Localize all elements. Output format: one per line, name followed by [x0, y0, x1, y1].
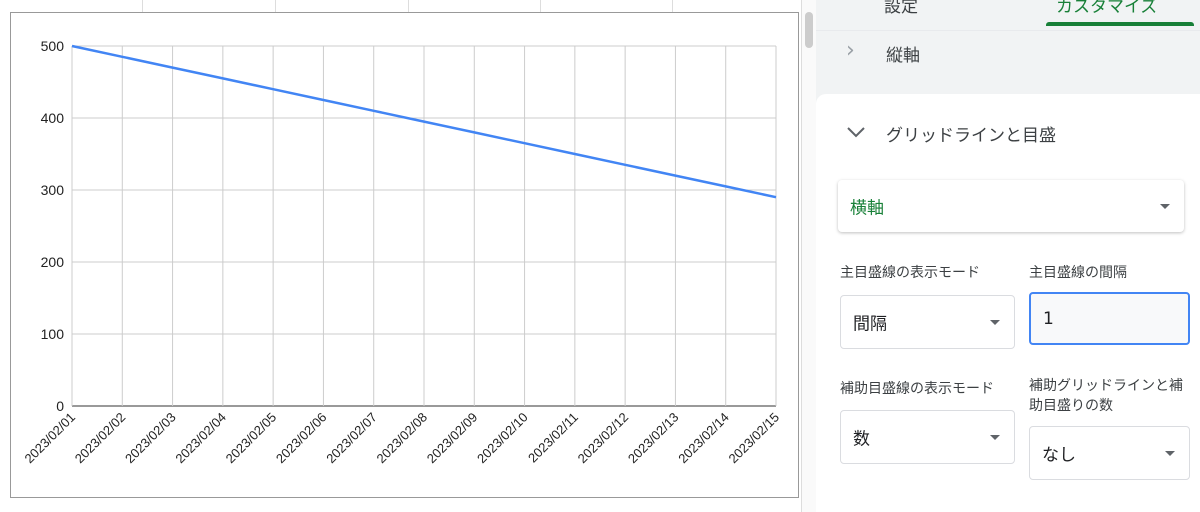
major-interval-value: 1 — [1043, 308, 1054, 329]
vertical-scrollbar[interactable] — [801, 0, 816, 512]
dropdown-arrow-icon — [1160, 204, 1170, 209]
column-divider — [275, 0, 276, 12]
major-mode-label: 主目盛線の表示モード — [840, 265, 980, 281]
dropdown-arrow-icon — [1165, 451, 1175, 456]
x-tick-label: 2023/02/07 — [323, 410, 380, 467]
y-tick-label: 0 — [56, 398, 64, 414]
x-tick-label: 2023/02/10 — [474, 410, 531, 467]
y-tick-label: 200 — [41, 254, 65, 270]
x-tick-label: 2023/02/02 — [72, 410, 129, 467]
x-tick-label: 2023/02/01 — [21, 410, 78, 467]
scrollbar-thumb[interactable] — [805, 12, 813, 48]
x-tick-label: 2023/02/11 — [525, 410, 581, 466]
minor-count-label: 補助グリッドラインと補助目盛りの数 — [1029, 378, 1183, 414]
section-title: グリッドラインと目盛 — [886, 126, 1056, 146]
minor-mode-label: 補助目盛線の表示モード — [840, 381, 994, 397]
section-title: 縦軸 — [886, 46, 920, 66]
tab-setup[interactable]: 設定 — [884, 0, 918, 17]
major-interval-input[interactable]: 1 — [1029, 292, 1190, 345]
x-tick-label: 2023/02/14 — [675, 410, 732, 467]
chevron-right-icon: › — [846, 38, 855, 63]
chart[interactable]: 0 100 200 300 400 500 2023/02/01 2023/02/02 2023… — [10, 12, 799, 498]
minor-mode-select[interactable]: 数 — [840, 410, 1015, 464]
column-divider — [408, 0, 409, 12]
x-tick-label: 2023/02/04 — [172, 410, 229, 467]
x-tick-label: 2023/02/13 — [625, 410, 682, 467]
spreadsheet-area: 0 100 200 300 400 500 2023/02/01 2023/02/02 2023… — [10, 0, 799, 498]
x-tick-label: 2023/02/12 — [575, 410, 632, 467]
x-tick-label: 2023/02/08 — [373, 410, 430, 467]
y-tick-label: 300 — [41, 182, 65, 198]
gridlines-card: グリッドラインと目盛 横軸 主目盛線の表示モード 主目盛線の間隔 間隔 1 補助… — [816, 94, 1200, 512]
minor-count-select[interactable]: なし — [1029, 426, 1190, 480]
tab-customize[interactable]: カスタマイズ — [1056, 0, 1158, 17]
x-tick-label: 2023/02/09 — [424, 410, 481, 467]
x-tick-label: 2023/02/05 — [223, 410, 280, 467]
chevron-down-icon — [847, 127, 865, 138]
column-divider — [142, 0, 143, 12]
line-chart: 01002003004005002023/02/012023/02/022023… — [21, 38, 782, 467]
dropdown-arrow-icon — [990, 435, 1000, 440]
column-divider — [672, 0, 673, 12]
chart-editor-panel: 設定 カスタマイズ › 縦軸 グリッドラインと目盛 横軸 主目盛線の表示モード … — [816, 0, 1200, 512]
dropdown-arrow-icon — [990, 320, 1000, 325]
axis-select-value: 横軸 — [850, 198, 884, 219]
x-tick-label: 2023/02/03 — [122, 410, 179, 467]
major-mode-select[interactable]: 間隔 — [840, 295, 1015, 349]
minor-mode-value: 数 — [853, 429, 870, 450]
major-mode-value: 間隔 — [853, 314, 887, 335]
column-divider — [540, 0, 541, 12]
axis-select[interactable]: 横軸 — [838, 180, 1184, 232]
data-line — [71, 44, 777, 199]
section-vertical-axis[interactable]: › 縦軸 — [816, 38, 1200, 66]
section-gridlines[interactable]: グリッドラインと目盛 — [816, 118, 1200, 146]
divider — [816, 30, 1200, 31]
active-tab-indicator — [1046, 22, 1194, 26]
x-tick-label: 2023/02/15 — [725, 410, 782, 467]
minor-count-value: なし — [1042, 445, 1076, 466]
y-tick-label: 100 — [41, 326, 65, 342]
y-tick-label: 500 — [41, 38, 65, 54]
y-tick-label: 400 — [41, 110, 65, 126]
x-tick-label: 2023/02/06 — [273, 410, 330, 467]
major-interval-label: 主目盛線の間隔 — [1029, 265, 1127, 281]
